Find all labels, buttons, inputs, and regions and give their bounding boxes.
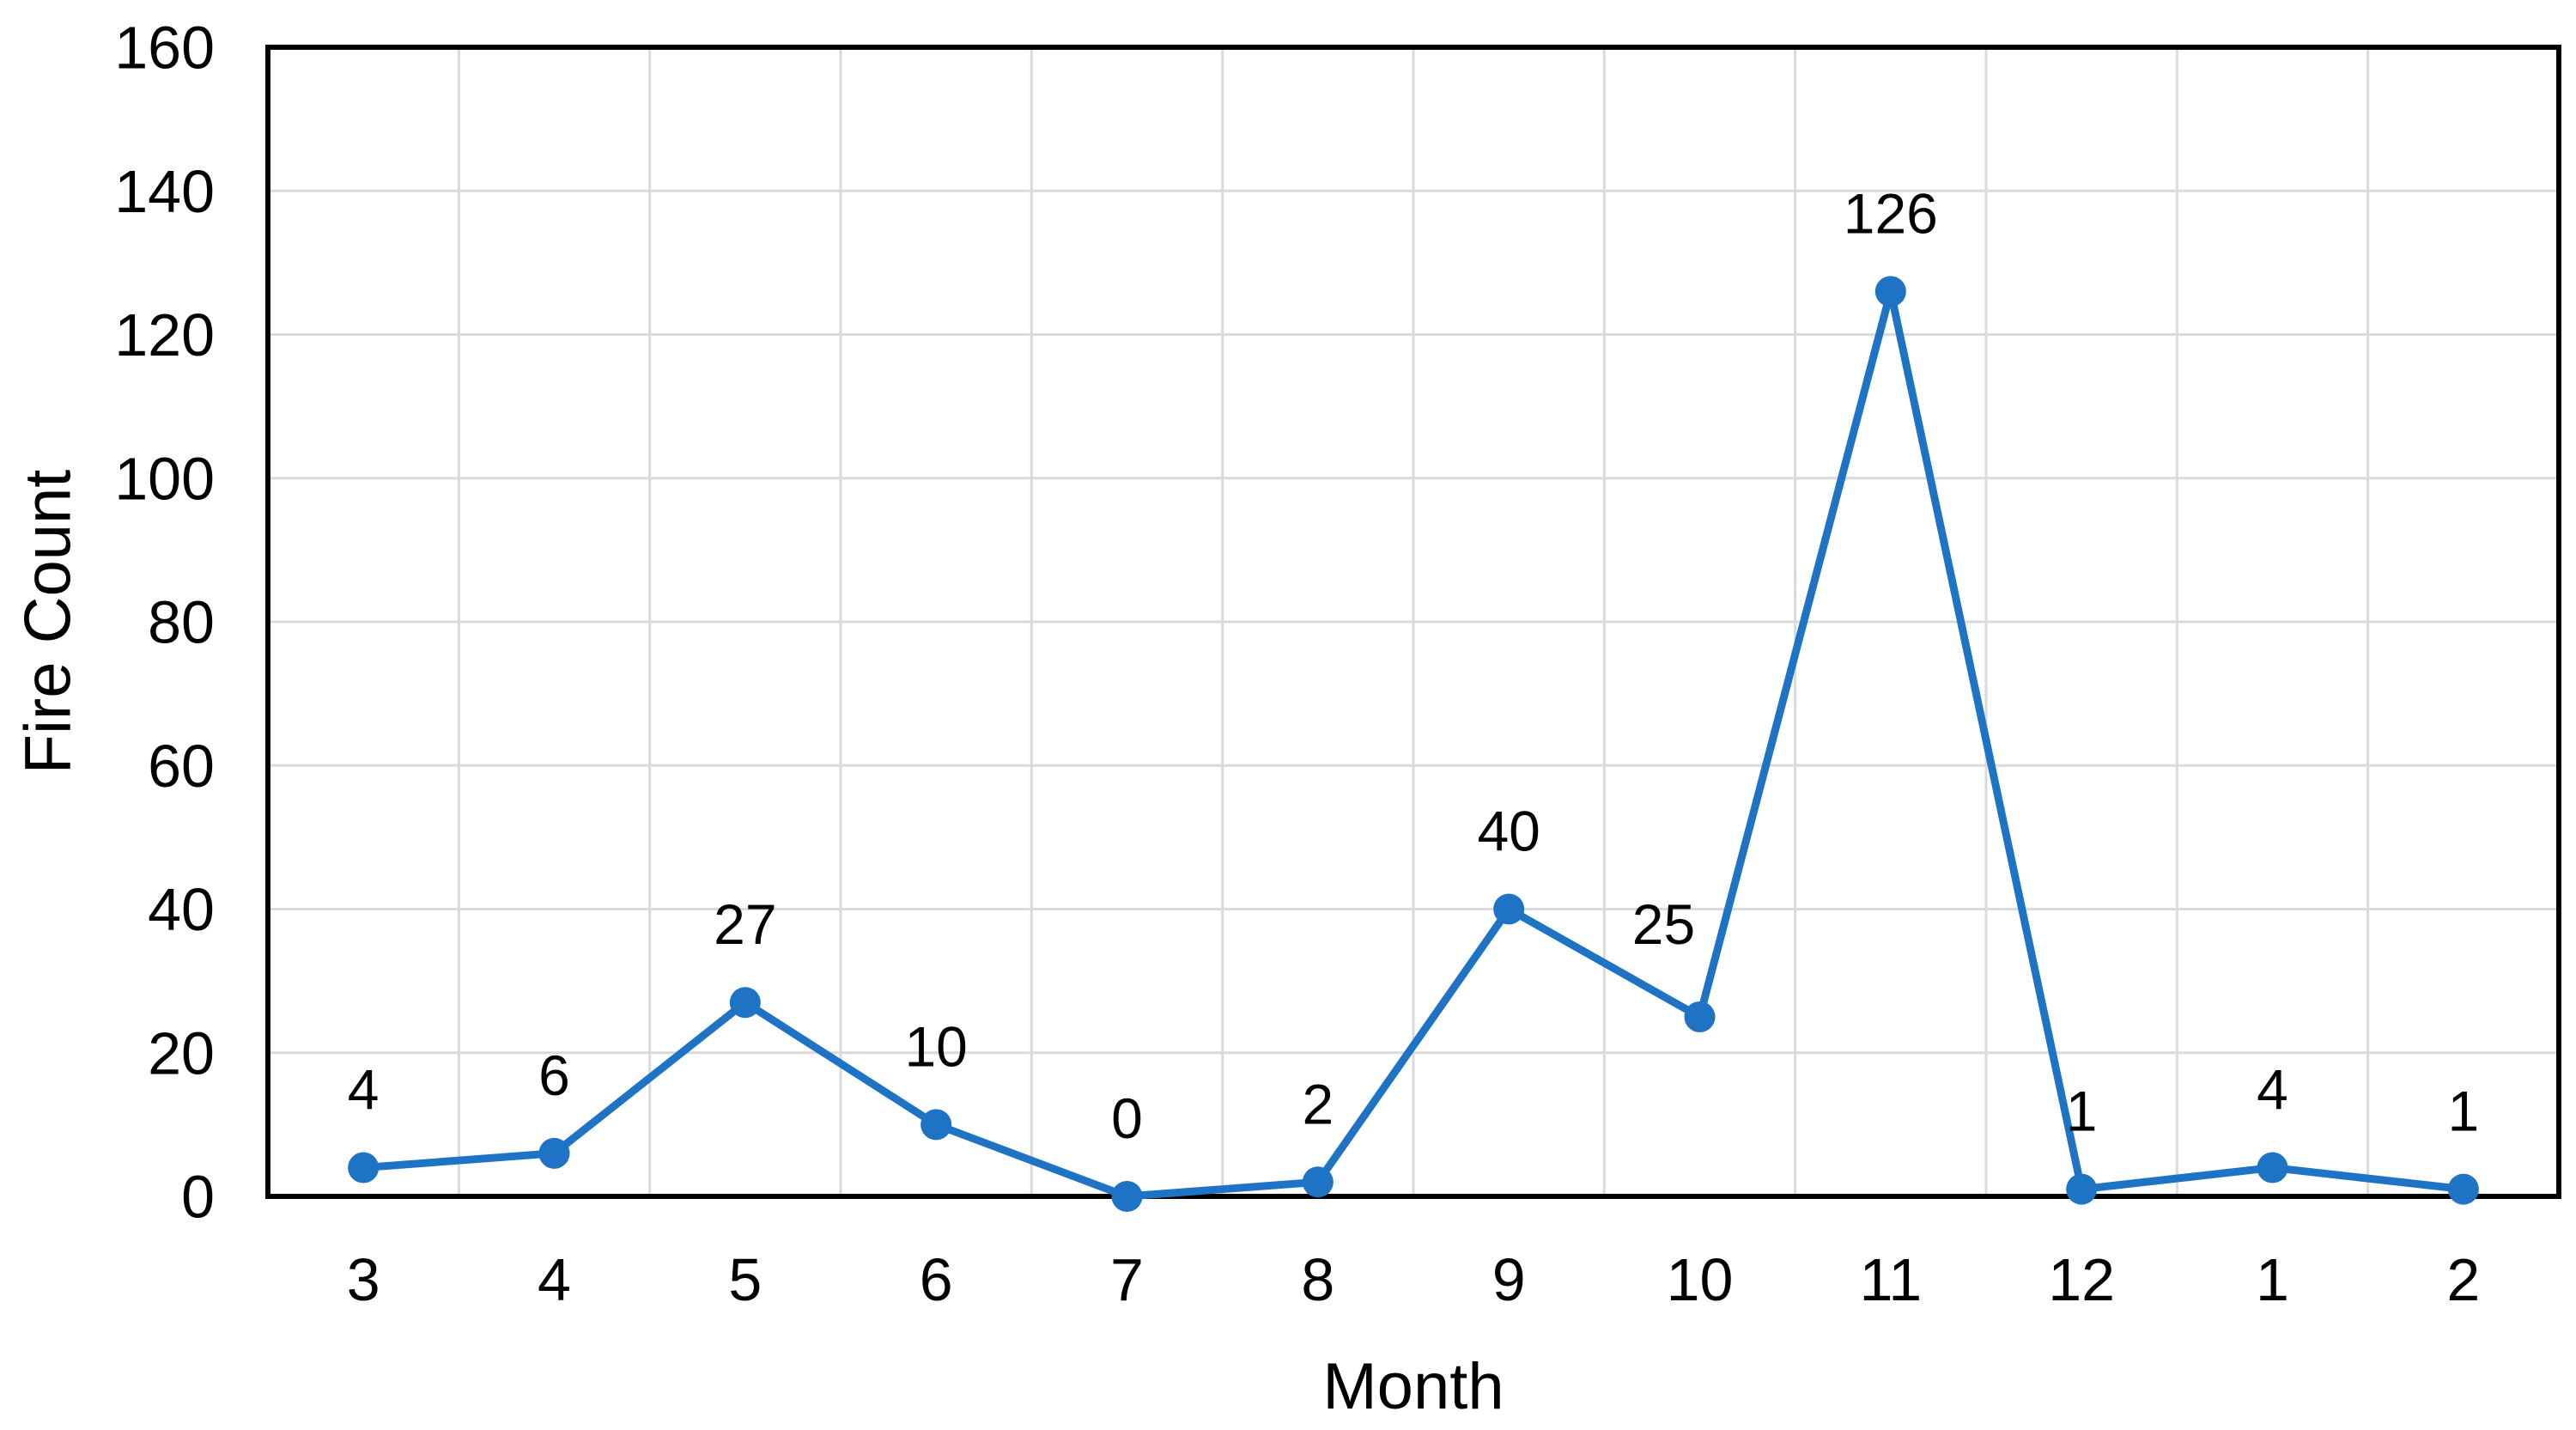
x-tick-label: 11 xyxy=(1859,1246,1922,1313)
series-line xyxy=(359,287,2468,1201)
data-point-marker xyxy=(348,1152,380,1184)
x-tick-label: 12 xyxy=(2048,1246,2115,1313)
series-polyline xyxy=(359,287,2468,1201)
data-label: 4 xyxy=(348,1058,380,1122)
data-label: 27 xyxy=(714,892,776,956)
data-label: 6 xyxy=(538,1044,570,1107)
data-label: 2 xyxy=(1302,1072,1334,1135)
data-label: 4 xyxy=(2257,1058,2288,1122)
plot-border xyxy=(265,45,2561,1199)
y-axis-title: Fire Count xyxy=(12,470,85,775)
gridlines xyxy=(268,47,2559,1196)
x-tick-label: 5 xyxy=(728,1246,762,1313)
data-point-marker xyxy=(2066,1173,2098,1205)
data-label: 40 xyxy=(1477,800,1540,863)
x-tick-label: 3 xyxy=(347,1246,380,1313)
data-point-marker xyxy=(1493,893,1525,925)
x-tick-label: 10 xyxy=(1667,1246,1734,1313)
data-label: 1 xyxy=(2066,1080,2098,1143)
y-tick-label: 0 xyxy=(181,1164,215,1231)
x-tick-label: 2 xyxy=(2446,1246,2480,1313)
x-tick-label: 4 xyxy=(538,1246,571,1313)
data-point-marker xyxy=(2447,1173,2479,1205)
y-tick-labels: 0 20 40 60 80 100 120 140 160 xyxy=(114,15,215,1231)
data-label: 10 xyxy=(904,1014,967,1078)
y-tick-label: 80 xyxy=(148,589,215,656)
x-tick-label: 1 xyxy=(2256,1246,2289,1313)
data-point-marker xyxy=(1684,1001,1716,1032)
data-point-marker xyxy=(2257,1152,2288,1184)
y-tick-label: 160 xyxy=(114,15,215,82)
x-tick-label: 7 xyxy=(1110,1246,1144,1313)
data-label: 1 xyxy=(2447,1080,2479,1143)
data-point-marker xyxy=(1874,276,1906,307)
y-tick-label: 100 xyxy=(114,445,215,512)
y-tick-label: 40 xyxy=(148,876,215,943)
y-tick-label: 60 xyxy=(148,733,215,800)
x-tick-label: 6 xyxy=(920,1246,953,1313)
data-label: 126 xyxy=(1844,181,1938,245)
y-tick-label: 20 xyxy=(148,1019,215,1086)
x-axis-title: Month xyxy=(1322,1350,1504,1423)
data-labels: 4 6 27 10 0 2 40 25 126 1 4 1 xyxy=(348,181,2479,1150)
data-label: 25 xyxy=(1632,892,1695,956)
x-tick-label: 8 xyxy=(1301,1246,1334,1313)
y-tick-label: 140 xyxy=(114,158,215,225)
data-point-markers xyxy=(348,276,2479,1212)
x-tick-label: 9 xyxy=(1492,1246,1526,1313)
data-point-marker xyxy=(729,987,761,1019)
data-point-marker xyxy=(538,1137,570,1169)
y-tick-label: 120 xyxy=(114,301,215,368)
data-label: 0 xyxy=(1111,1086,1143,1150)
data-point-marker xyxy=(1302,1166,1334,1198)
data-point-marker xyxy=(1111,1181,1143,1212)
data-point-marker xyxy=(920,1109,952,1141)
x-tick-labels: 3 4 5 6 7 8 9 10 11 12 1 2 xyxy=(347,1246,2481,1313)
